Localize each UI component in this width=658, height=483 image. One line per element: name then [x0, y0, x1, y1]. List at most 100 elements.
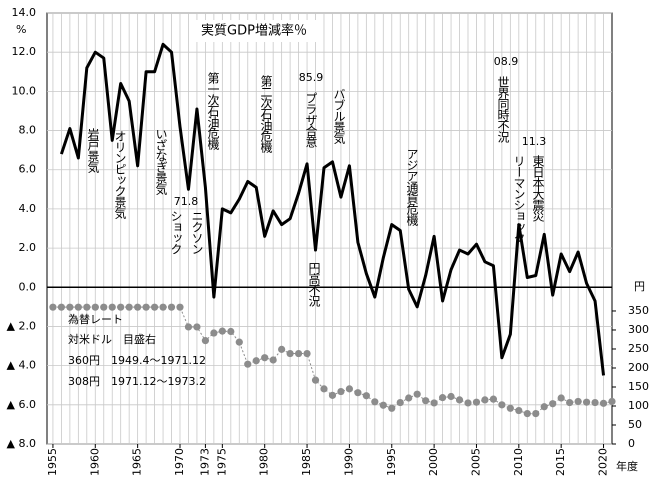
rate-point: [159, 303, 167, 311]
y-tick-label: 10.0: [12, 84, 37, 97]
y-tick-label: ▲ 4.0: [7, 359, 36, 372]
gdp-line: [59, 42, 606, 376]
rate-point: [523, 409, 531, 418]
x-tick-label: 2005: [469, 448, 482, 476]
rate-point: [125, 303, 133, 311]
rate-point: [150, 303, 159, 311]
note: 360円 1949.4～1971.12: [68, 354, 206, 367]
rate-point: [227, 327, 235, 336]
x-tick-label: 1955: [46, 448, 59, 476]
rate-point: [430, 399, 438, 407]
y-tick-label: 6.0: [19, 163, 37, 176]
rate-point: [74, 303, 82, 311]
rate-point: [472, 398, 481, 406]
annotation: ショック: [169, 210, 183, 255]
rate-point: [218, 327, 226, 335]
rate-point: [49, 303, 57, 311]
rate-point: [184, 323, 193, 331]
y-tick-label: 2.0: [19, 241, 37, 254]
x-tick-label: 2015: [554, 448, 567, 476]
rate-point: [557, 394, 565, 402]
rate-point: [506, 404, 514, 412]
rate-point: [540, 403, 548, 411]
rate-point: [362, 392, 370, 400]
rate-point: [100, 303, 108, 311]
x-tick-label: 1973: [198, 448, 211, 476]
annotation: 第一次石油危機: [206, 72, 220, 150]
rate-point: [345, 385, 354, 393]
rate-point: [582, 398, 591, 406]
rate-point: [286, 349, 294, 358]
rate-point: [608, 397, 616, 406]
rate-point: [210, 329, 218, 337]
y-tick-label: 4.0: [19, 202, 37, 215]
title-bg: [190, 20, 318, 42]
annotation: 85.9: [299, 71, 324, 84]
y2-tick-label: 300: [628, 323, 649, 336]
rate-point: [388, 404, 396, 412]
rate-point: [396, 398, 404, 407]
x-tick-label: 1970: [173, 448, 186, 476]
x-tick-label: 1990: [342, 448, 355, 476]
x-tick-label: 2020: [597, 448, 610, 476]
annotation: ニクソン: [190, 210, 204, 254]
rate-point: [193, 323, 201, 331]
y2-tick-label: 0: [628, 437, 635, 450]
rate-point: [413, 390, 421, 398]
rate-point: [294, 349, 303, 358]
x-tick-label: 1965: [131, 448, 144, 476]
rate-point: [134, 303, 142, 311]
rate-point: [252, 357, 260, 365]
annotation: 71.8: [174, 195, 199, 208]
y2-tick-label: 200: [628, 361, 649, 374]
rate-point: [328, 391, 337, 399]
annotation: プラザ合意: [304, 92, 318, 148]
y2-unit: 円: [634, 280, 645, 293]
annotation: いざなぎ景気: [154, 128, 168, 196]
y-tick-label: 12.0: [12, 45, 37, 58]
annotation: 岩戸景気: [86, 127, 100, 174]
x-tick-label: 1995: [385, 448, 398, 476]
rate-point: [117, 303, 125, 311]
rate-point: [201, 337, 210, 345]
annotation: オリンピック景気: [113, 130, 127, 220]
annotation: 08.9: [494, 55, 519, 68]
rate-point: [379, 401, 387, 409]
rate-point: [549, 400, 557, 408]
rate-point: [235, 338, 243, 346]
rate-point: [108, 303, 116, 311]
rate-point: [269, 356, 277, 364]
chart-title: 実質GDP増減率％: [201, 23, 307, 39]
rate-point: [574, 397, 582, 406]
annotation: バブル景気: [332, 88, 346, 145]
y-tick-label: ▲ 8.0: [7, 437, 36, 450]
x-tick-label: 1960: [88, 448, 101, 476]
annotation: 東日本大震災: [531, 155, 545, 222]
rate-point: [167, 303, 176, 311]
rate-point: [481, 396, 489, 404]
y-tick-label: 0.0: [19, 280, 37, 293]
y2-tick-label: 100: [628, 399, 649, 412]
rate-point: [371, 398, 379, 406]
rate-point: [498, 401, 506, 409]
x-label: 年度: [616, 459, 638, 473]
note: 対米ドル 目盛右: [68, 332, 156, 346]
rate-point: [489, 395, 498, 403]
rate-point: [57, 303, 66, 311]
y-tick-label: ▲ 6.0: [7, 398, 36, 411]
rate-point: [311, 376, 320, 384]
y-unit: %: [16, 23, 26, 36]
annotation: リーマンショック: [512, 155, 526, 244]
rate-point: [176, 303, 184, 311]
rate-point: [320, 385, 328, 393]
series-label: 為替レート: [68, 312, 123, 326]
x-tick-label: 2000: [427, 448, 440, 476]
rate-point: [464, 399, 472, 407]
y2-tick-label: 50: [628, 418, 642, 431]
rate-point: [303, 349, 311, 358]
rate-point: [532, 409, 540, 418]
rate-point: [261, 354, 269, 362]
y2-tick-label: 250: [628, 342, 649, 355]
rate-point: [599, 399, 608, 407]
